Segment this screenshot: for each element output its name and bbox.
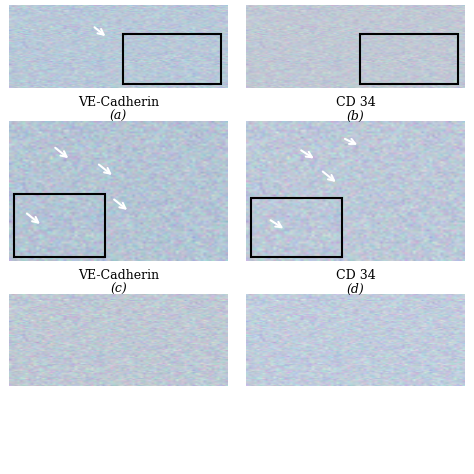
- Text: (a): (a): [110, 110, 127, 123]
- Bar: [360, 34, 458, 83]
- Text: CD 34: CD 34: [336, 269, 375, 282]
- Bar: [14, 193, 105, 256]
- Text: VE-Cadherin: VE-Cadherin: [78, 96, 159, 109]
- Text: CD 34: CD 34: [336, 96, 375, 109]
- Bar: [251, 198, 342, 256]
- Bar: [123, 34, 221, 83]
- Text: (d): (d): [346, 283, 365, 296]
- Text: (b): (b): [346, 110, 365, 123]
- Text: (c): (c): [110, 283, 127, 296]
- Text: VE-Cadherin: VE-Cadherin: [78, 269, 159, 282]
